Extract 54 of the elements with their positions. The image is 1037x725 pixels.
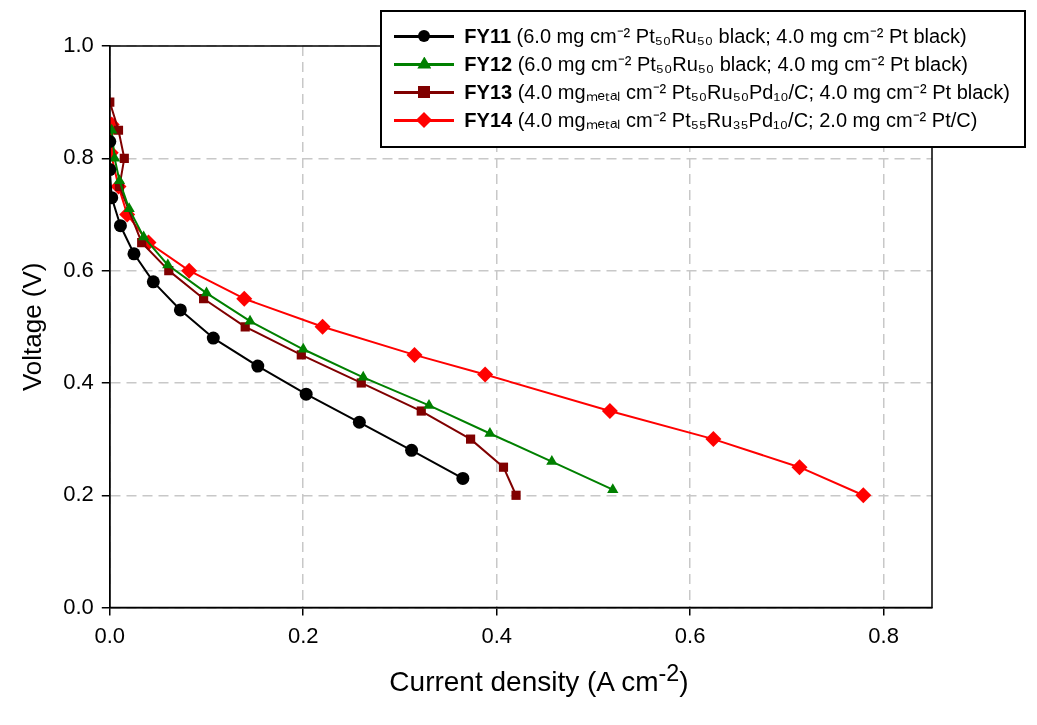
legend-label: FY12 (6.0 mg cm⁻² Pt₅₀Ru₅₀ black; 4.0 mg cm⁻² Pt black) xyxy=(464,52,968,77)
y-axis-title: Voltage (V) xyxy=(16,262,47,392)
point xyxy=(113,174,126,185)
point xyxy=(791,459,808,476)
y-tick-label: 0.2 xyxy=(63,481,94,507)
point xyxy=(456,471,470,485)
y-tick-label: 0.6 xyxy=(63,256,94,282)
y-tick-label: 0.0 xyxy=(63,593,94,619)
x-tick-label: 0.2 xyxy=(287,622,319,648)
legend-label: FY14 (4.0 mgₘₑₜₐₗ cm⁻² Pt₅₅Ru₃₅Pd₁₀/C; 2.0 mg cm⁻² Pt/C) xyxy=(464,108,978,133)
point xyxy=(607,483,619,493)
point xyxy=(477,366,494,383)
x-tick-label: 0.6 xyxy=(674,622,706,648)
point xyxy=(123,202,135,213)
point xyxy=(127,247,141,261)
point xyxy=(546,455,558,465)
point xyxy=(146,275,160,289)
legend-label: FY11 (6.0 mg cm⁻² Pt₅₀Ru₅₀ black; 4.0 mg cm⁻² Pt black) xyxy=(464,24,967,49)
point xyxy=(601,403,618,420)
x-tick-label: 0.0 xyxy=(94,622,126,648)
y-tick-label: 0.8 xyxy=(63,144,94,170)
point xyxy=(352,415,366,429)
point xyxy=(138,230,150,241)
point xyxy=(200,286,213,297)
y-tick-label: 1.0 xyxy=(63,32,94,58)
x-tick-label: 0.4 xyxy=(481,622,513,648)
point xyxy=(181,262,198,279)
point xyxy=(244,314,256,325)
point xyxy=(484,427,496,437)
point xyxy=(705,431,722,448)
point xyxy=(416,406,426,416)
point xyxy=(162,258,174,269)
point xyxy=(511,490,521,500)
x-tick-label: 0.8 xyxy=(868,622,899,648)
point xyxy=(173,303,187,317)
point xyxy=(466,434,476,444)
point xyxy=(423,398,435,409)
point xyxy=(109,151,121,162)
point xyxy=(314,318,331,335)
point xyxy=(251,359,265,373)
point xyxy=(206,331,220,345)
point xyxy=(236,290,253,307)
point xyxy=(299,387,313,401)
point xyxy=(855,487,872,504)
point xyxy=(498,462,509,472)
point xyxy=(297,342,309,353)
x-axis-title: Current density (A cm$^{-2}$) xyxy=(388,660,690,699)
point xyxy=(406,346,423,363)
legend-label: FY13 (4.0 mgₘₑₜₐₗ cm⁻² Pt₅₀Ru₅₀Pd₁₀/C; 4.0 mg cm⁻² Pt black) xyxy=(464,80,1010,105)
point xyxy=(119,153,129,163)
point xyxy=(405,443,419,457)
point xyxy=(357,370,369,381)
y-tick-label: 0.4 xyxy=(63,369,94,395)
point xyxy=(113,219,127,233)
